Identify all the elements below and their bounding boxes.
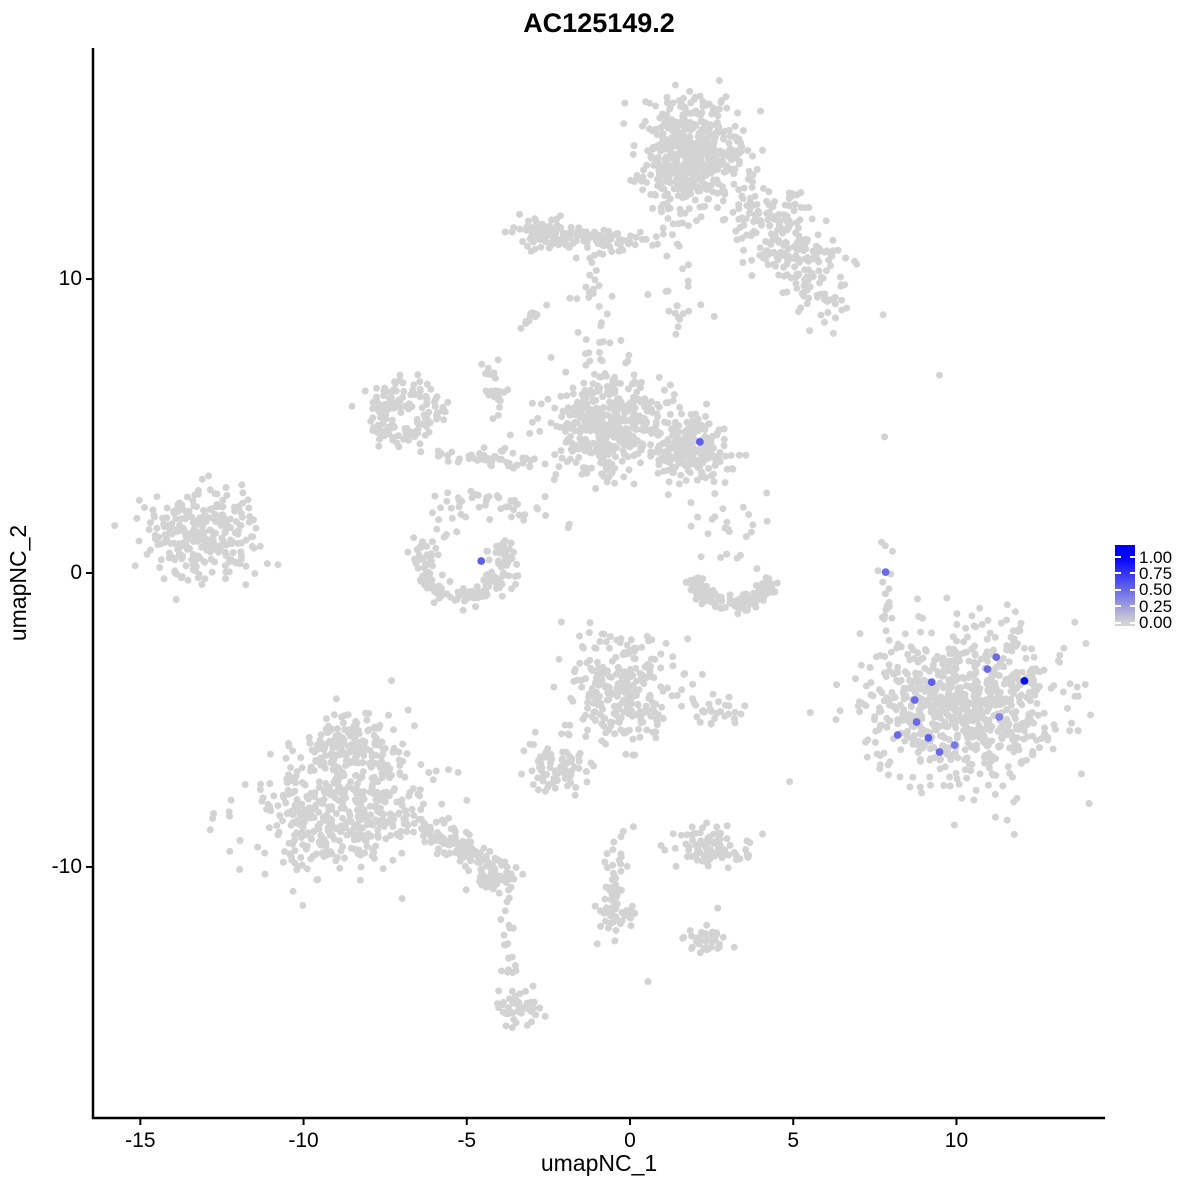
legend-tick-label: 0.50 (1139, 580, 1173, 600)
x-tick-label: 10 (944, 1129, 969, 1152)
legend-tick-mark (1115, 588, 1121, 591)
legend-tick-mark (1129, 588, 1135, 591)
legend-tick-label: 1.00 (1139, 547, 1173, 567)
y-tick-label: -10 (51, 854, 82, 878)
x-axis-title: umapNC_1 (540, 1150, 658, 1176)
legend-tick-mark (1115, 556, 1121, 558)
legend-tick-mark (1115, 621, 1121, 624)
legend-tick-label: 0.25 (1139, 596, 1173, 616)
legend-tick-mark (1129, 556, 1135, 558)
legend-tick-mark (1115, 572, 1121, 575)
legend-tick-mark (1129, 621, 1135, 624)
legend-tick-label: 0.00 (1139, 613, 1173, 633)
plot-title: AC125149.2 (523, 8, 675, 38)
legend-tick-mark (1129, 605, 1135, 608)
legend-tick-mark (1115, 605, 1121, 608)
x-tick-label: -15 (125, 1129, 156, 1152)
umap-points (111, 77, 1095, 1032)
y-tick-label: 0 (70, 561, 82, 584)
x-tick-label: -5 (457, 1129, 477, 1152)
x-tick-label: 0 (624, 1129, 636, 1152)
x-tick-label: -10 (288, 1129, 319, 1152)
legend-tick-label: 0.75 (1139, 563, 1173, 583)
legend-tick-mark (1129, 572, 1135, 575)
x-tick-label: 5 (787, 1129, 800, 1152)
y-tick-label: 10 (58, 267, 82, 291)
